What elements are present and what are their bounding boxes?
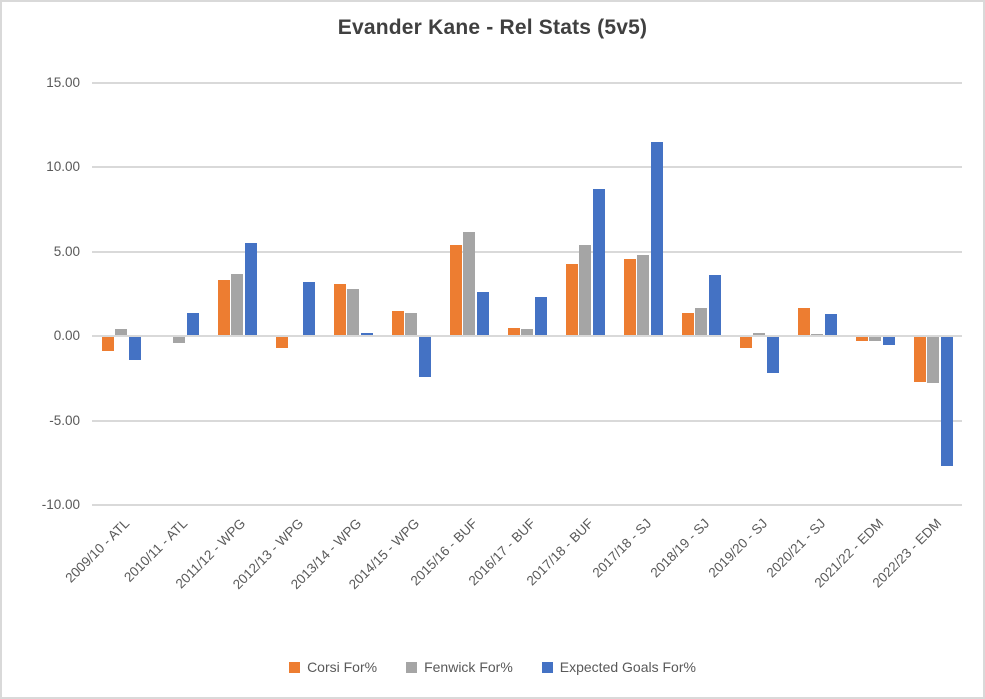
legend-label: Fenwick For% [424,659,513,675]
bar-corsi-for [565,263,578,336]
bar-expected-goals-for [244,243,257,336]
y-tick-label: 5.00 [53,243,80,259]
x-category-label: 2011/12 - WPG [172,515,249,592]
bar-fenwick-for [927,337,939,384]
bar-corsi-for [913,337,926,382]
bar-expected-goals-for [940,337,953,467]
bar-expected-goals-for [592,189,605,336]
bar-fenwick-for [347,288,359,336]
bar-expected-goals-for [882,337,895,345]
legend-label: Corsi For% [307,659,378,675]
bar-corsi-for [333,283,346,336]
x-category-label: 2018/19 - SJ [647,515,713,581]
chart-title: Evander Kane - Rel Stats (5v5) [337,16,648,39]
bar-corsi-for [101,337,114,352]
x-category-label: 2015/16 - BUF [407,515,481,589]
bar-fenwick-for [579,245,591,336]
x-category-label: 2021/22 - EDM [811,515,887,591]
bar-corsi-for [507,327,520,336]
bar-fenwick-for [463,231,475,336]
legend-swatch-icon [406,661,418,673]
x-category-label: 2013/14 - WPG [287,515,365,593]
legend-swatch-icon [289,661,301,673]
gridline [92,419,962,422]
y-tick-label: 15.00 [46,75,80,90]
bar-fenwick-for [811,333,823,336]
gridline [92,166,962,169]
zero-axis-line [92,335,962,338]
legend-item: Fenwick For% [406,659,513,675]
bar-expected-goals-for [534,297,547,336]
bar-expected-goals-for [824,314,837,336]
legend: Corsi For% Fenwick For% Expected Goals For… [2,659,983,675]
bar-expected-goals-for [708,275,721,336]
y-tick-label: -5.00 [49,412,80,428]
bar-corsi-for [623,258,636,336]
x-category-label: 2014/15 - WPG [345,515,423,593]
gridline [92,504,962,506]
x-category-label: 2022/23 - EDM [869,515,945,591]
bar-fenwick-for [637,255,649,336]
bar-expected-goals-for [476,292,489,336]
x-category-label: 2017/18 - BUF [523,515,597,589]
bar-expected-goals-for [360,332,373,336]
x-category-label: 2019/20 - SJ [705,515,771,581]
bar-expected-goals-for [418,337,431,377]
bar-corsi-for [681,312,694,336]
x-category-label: 2016/17 - BUF [465,515,539,589]
bar-corsi-for [217,280,230,336]
bar-expected-goals-for [128,337,141,360]
bar-fenwick-for [231,273,243,336]
legend-label: Expected Goals For% [559,659,696,675]
bar-expected-goals-for [186,312,199,336]
x-category-label: 2009/10 - ATL [62,515,133,586]
bar-expected-goals-for [766,337,779,374]
bar-corsi-for [797,307,810,336]
legend-swatch-icon [541,661,553,673]
bar-corsi-for [275,337,288,348]
x-category-label: 2020/21 - SJ [763,515,829,581]
legend-item: Expected Goals For% [541,659,696,675]
bar-fenwick-for [695,307,707,336]
bar-corsi-for [855,337,868,342]
x-category-label: 2010/11 - ATL [121,515,191,585]
bar-fenwick-for [521,329,533,336]
bar-expected-goals-for [302,282,315,336]
x-category-label: 2012/13 - WPG [229,515,307,593]
y-tick-label: -10.00 [41,497,80,512]
plot-area [92,82,962,506]
y-tick-label: 10.00 [46,159,80,175]
bar-fenwick-for [115,329,127,336]
gridline [92,82,962,84]
bar-expected-goals-for [650,142,663,336]
bar-corsi-for [739,337,752,348]
bar-fenwick-for [173,337,185,343]
bar-corsi-for [391,310,404,336]
bar-corsi-for [449,245,462,336]
x-category-label: 2017/18 - SJ [589,515,655,581]
bar-fenwick-for [869,337,881,342]
gridline [92,250,962,253]
legend-item: Corsi For% [289,659,377,675]
bar-fenwick-for [405,312,417,336]
y-tick-label: 0.00 [53,328,80,344]
bar-fenwick-for [753,332,765,336]
